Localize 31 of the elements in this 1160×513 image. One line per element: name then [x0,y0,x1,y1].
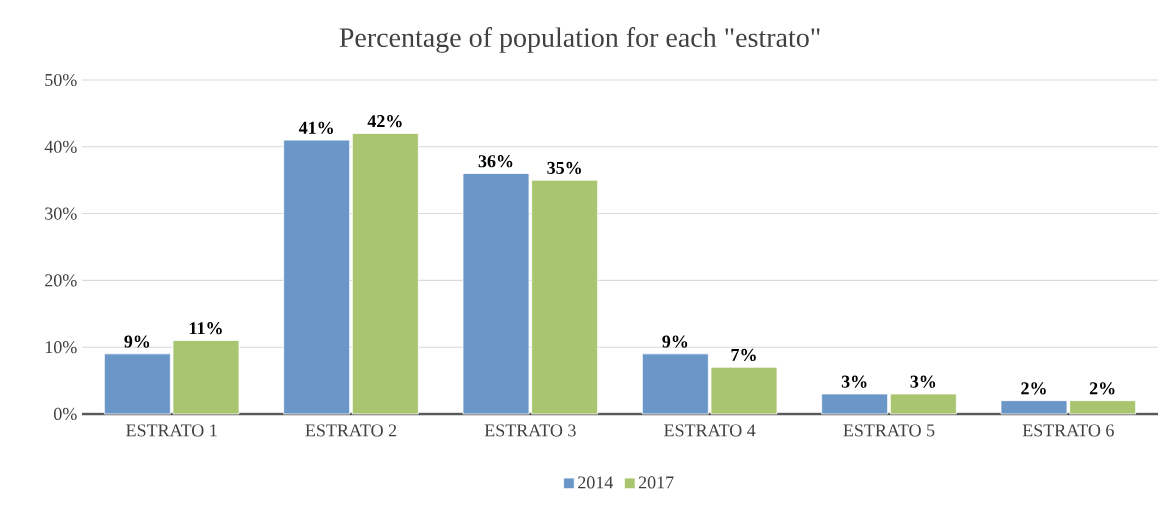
y-tick-label: 30% [45,207,77,220]
data-label: 11% [189,322,222,335]
bar [351,133,419,415]
chart-title: Percentage of population for each "estrato" [339,27,820,53]
y-tick-label: 10% [45,341,77,354]
data-label: 41% [298,121,333,134]
y-tick-label: 40% [44,140,77,153]
x-tick-label: ESTRATO 6 [1022,424,1114,437]
data-label: 2% [1089,382,1115,395]
x-tick-label: ESTRATO 3 [484,424,576,437]
x-tick-label: ESTRATO 2 [305,424,397,437]
bar [283,139,351,415]
x-tick-label: ESTRATO 1 [126,424,217,437]
legend-label: 2017 [638,476,674,489]
y-tick-label: 0% [54,407,77,421]
data-label: 36% [478,155,513,168]
x-tick-label: ESTRATO 4 [664,424,756,437]
data-label: 9% [124,335,150,348]
data-label: 35% [547,161,581,175]
data-label: 3% [841,375,867,388]
data-label: 2% [1021,382,1046,395]
data-label: 42% [367,115,402,128]
y-tick-label: 50% [45,73,77,87]
legend-label: 2014 [578,476,614,489]
data-label: 3% [910,375,936,388]
data-label: 9% [662,335,688,348]
bar [889,393,957,415]
bar [821,393,889,415]
data-label: 7% [731,348,756,362]
y-tick-label: 20% [45,274,77,287]
x-tick-label: ESTRATO 5 [843,424,935,437]
